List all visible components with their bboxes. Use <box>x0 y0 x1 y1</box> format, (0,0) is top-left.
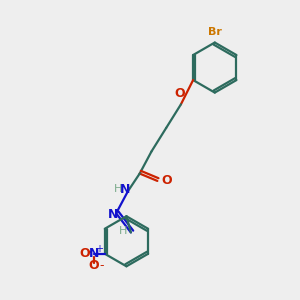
Text: O: O <box>161 174 172 187</box>
Text: O: O <box>88 259 99 272</box>
Text: Br: Br <box>208 27 222 37</box>
Text: O: O <box>174 87 185 100</box>
Text: N: N <box>107 208 118 221</box>
Text: H: H <box>114 184 123 194</box>
Text: -: - <box>100 259 104 272</box>
Text: N: N <box>120 183 130 196</box>
Text: +: + <box>94 244 103 254</box>
Text: H: H <box>118 226 127 236</box>
Text: N: N <box>89 247 99 260</box>
Text: O: O <box>80 247 90 260</box>
